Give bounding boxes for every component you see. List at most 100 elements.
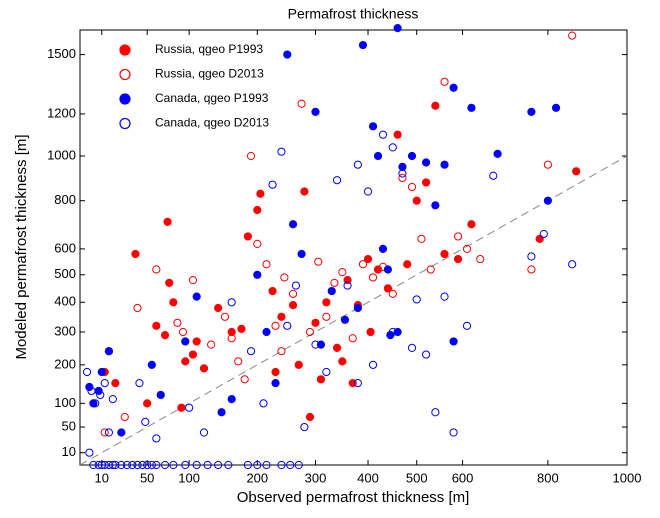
point: [467, 220, 476, 229]
point: [165, 278, 174, 287]
point: [268, 286, 277, 296]
point: [160, 460, 170, 470]
point: [543, 196, 552, 205]
point: [527, 252, 536, 261]
point: [314, 257, 323, 266]
point: [288, 220, 298, 229]
point: [156, 390, 165, 400]
point: [363, 187, 373, 196]
y-tick-label: 200: [54, 356, 76, 371]
y-tick-label: 1200: [47, 105, 76, 120]
point: [185, 403, 194, 412]
point: [493, 149, 502, 158]
point: [111, 379, 120, 388]
point: [133, 460, 142, 470]
y-tick-label: 400: [54, 294, 76, 309]
point: [489, 171, 498, 180]
point: [398, 162, 407, 171]
point: [117, 428, 126, 437]
point: [353, 303, 362, 313]
point: [246, 347, 256, 356]
point: [343, 281, 352, 290]
point: [108, 394, 117, 404]
point: [572, 167, 581, 176]
point: [568, 31, 577, 40]
point: [117, 460, 126, 470]
y-tick-label: 10: [62, 444, 76, 459]
legend-label: Canada, qgeo D2013: [155, 116, 269, 130]
point: [253, 205, 262, 215]
point: [388, 327, 397, 337]
point: [305, 327, 315, 337]
point: [412, 295, 421, 304]
point: [311, 107, 320, 116]
point: [283, 50, 292, 59]
point: [535, 234, 544, 244]
point: [412, 196, 421, 205]
point: [417, 234, 426, 244]
point: [277, 312, 286, 321]
y-tick-label: 800: [54, 192, 76, 207]
point: [462, 244, 472, 253]
y-tick-label: 500: [54, 266, 76, 281]
point: [227, 334, 236, 343]
point: [271, 379, 280, 388]
point: [291, 281, 301, 290]
point: [288, 301, 298, 310]
point: [240, 375, 249, 384]
chart-title: Permafrost thickness: [288, 6, 419, 22]
point: [87, 386, 96, 396]
point: [440, 292, 449, 301]
point: [246, 151, 256, 161]
point: [388, 289, 397, 298]
x-tick-label: 1000: [613, 470, 642, 485]
point: [407, 151, 417, 161]
point: [378, 244, 388, 253]
point: [421, 178, 431, 187]
legend-marker: [119, 68, 131, 81]
point: [214, 303, 223, 313]
point: [253, 460, 262, 470]
point: [297, 99, 306, 108]
point: [407, 343, 417, 353]
point: [181, 337, 190, 346]
point: [332, 176, 342, 185]
point: [527, 107, 536, 116]
point: [393, 130, 402, 139]
point: [178, 327, 188, 337]
point: [327, 286, 336, 296]
point: [100, 379, 109, 388]
y-tick-label: 50: [62, 418, 76, 433]
y-axis-label: Modeled permafrost thickness [m]: [13, 134, 30, 359]
point: [431, 201, 440, 210]
point: [378, 130, 388, 139]
point: [330, 278, 339, 287]
point: [340, 315, 350, 324]
point: [440, 160, 449, 169]
point: [268, 180, 277, 189]
point: [348, 334, 357, 343]
point: [431, 408, 440, 417]
point: [97, 367, 106, 377]
point: [188, 350, 198, 359]
point: [111, 460, 120, 470]
point: [131, 249, 140, 259]
point: [227, 394, 236, 404]
x-tick-label: 10: [95, 470, 109, 485]
point: [163, 217, 172, 226]
plot-frame: [79, 29, 628, 466]
point: [300, 422, 309, 432]
point: [271, 321, 280, 330]
point: [353, 160, 362, 169]
point: [440, 77, 449, 86]
point: [440, 249, 449, 259]
point: [181, 460, 190, 470]
point: [108, 460, 117, 470]
point: [467, 103, 476, 112]
point: [322, 312, 331, 321]
point: [453, 232, 463, 241]
point: [476, 254, 485, 264]
point: [277, 147, 286, 156]
point: [256, 189, 265, 198]
